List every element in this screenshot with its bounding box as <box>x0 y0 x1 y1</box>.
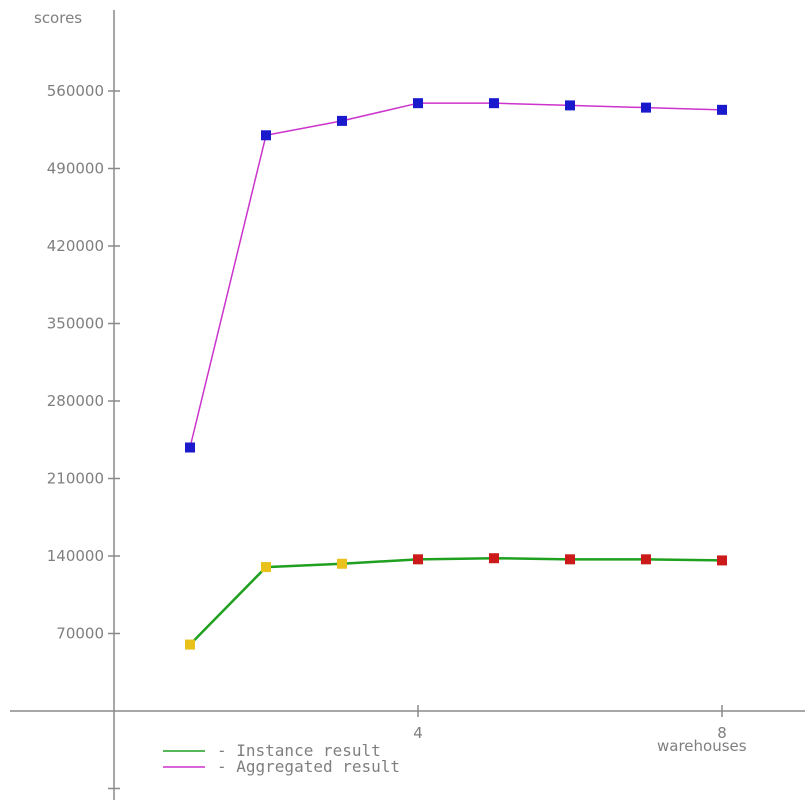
series-instance-result <box>185 553 727 650</box>
y-axis-title: scores <box>34 9 82 27</box>
y-tick-label: 140000 <box>47 547 104 565</box>
data-point <box>717 104 727 115</box>
series-line <box>189 556 723 646</box>
data-point <box>261 562 271 573</box>
data-point <box>185 442 195 453</box>
legend: - Instance result- Aggregated result <box>163 741 400 776</box>
data-point <box>261 130 271 141</box>
y-tick-label: 70000 <box>56 625 104 643</box>
y-tick-label: 420000 <box>47 237 104 255</box>
series-line <box>189 102 723 448</box>
data-point <box>565 554 575 565</box>
data-point <box>641 554 651 565</box>
x-axis-title: warehouses <box>657 737 747 755</box>
series-layer <box>185 98 727 650</box>
x-tick-label: 4 <box>413 724 423 742</box>
data-point <box>413 98 423 109</box>
legend-label: - Aggregated result <box>217 757 400 776</box>
y-tick-label: 560000 <box>47 82 104 100</box>
y-tick-label: 350000 <box>47 315 104 333</box>
data-point <box>489 553 499 564</box>
axes: 70000 140000 210000 280000 350000 420000 49000… <box>10 10 805 800</box>
data-point <box>337 115 347 126</box>
data-point <box>489 98 499 109</box>
data-point <box>717 555 727 566</box>
y-tick-label: 280000 <box>47 392 104 410</box>
data-point <box>337 558 347 569</box>
data-point <box>641 102 651 113</box>
legend-label: - Instance result <box>217 741 381 760</box>
series-aggregated-result <box>185 98 727 453</box>
data-point <box>185 639 195 650</box>
y-tick-label: 490000 <box>47 160 104 178</box>
y-tick-label: 210000 <box>47 470 104 488</box>
data-point <box>413 554 423 565</box>
x-tick-label: 8 <box>717 724 727 742</box>
data-point <box>565 100 575 111</box>
